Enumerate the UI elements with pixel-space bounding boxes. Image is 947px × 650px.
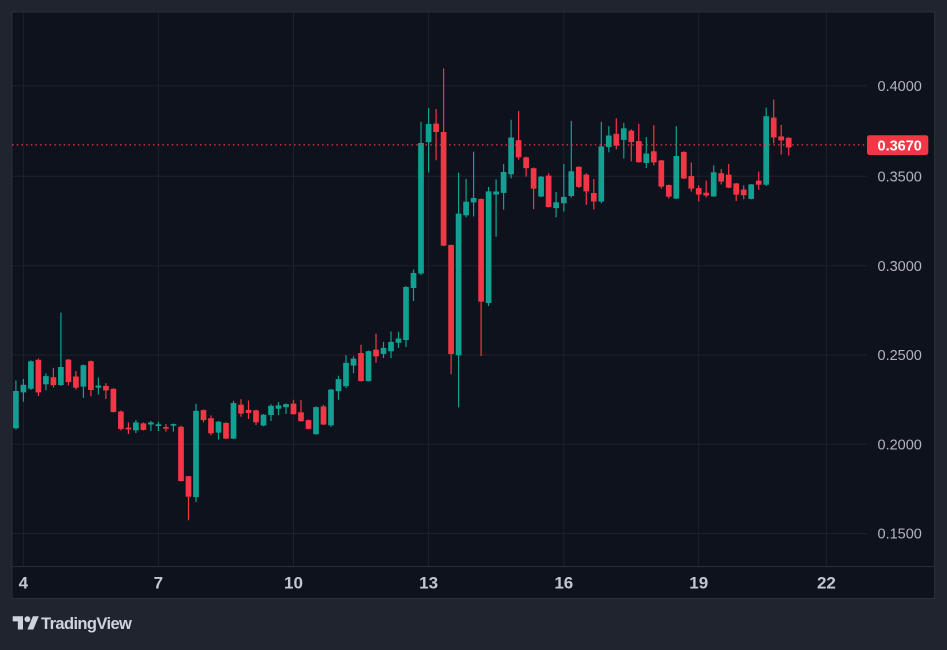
svg-text:22: 22 xyxy=(817,574,836,593)
svg-text:4: 4 xyxy=(19,574,29,593)
svg-text:16: 16 xyxy=(554,574,573,593)
svg-text:0.2500: 0.2500 xyxy=(878,348,922,364)
svg-text:7: 7 xyxy=(154,574,163,593)
svg-text:0.3670: 0.3670 xyxy=(878,138,922,154)
svg-text:0.3000: 0.3000 xyxy=(878,259,922,275)
svg-text:0.2000: 0.2000 xyxy=(878,437,922,453)
svg-text:0.4000: 0.4000 xyxy=(878,79,922,95)
svg-text:13: 13 xyxy=(419,574,438,593)
svg-text:10: 10 xyxy=(284,574,303,593)
svg-text:TradingView: TradingView xyxy=(41,615,132,633)
svg-text:0.1500: 0.1500 xyxy=(878,527,922,543)
svg-text:19: 19 xyxy=(689,574,708,593)
svg-text:0.3500: 0.3500 xyxy=(878,169,922,185)
